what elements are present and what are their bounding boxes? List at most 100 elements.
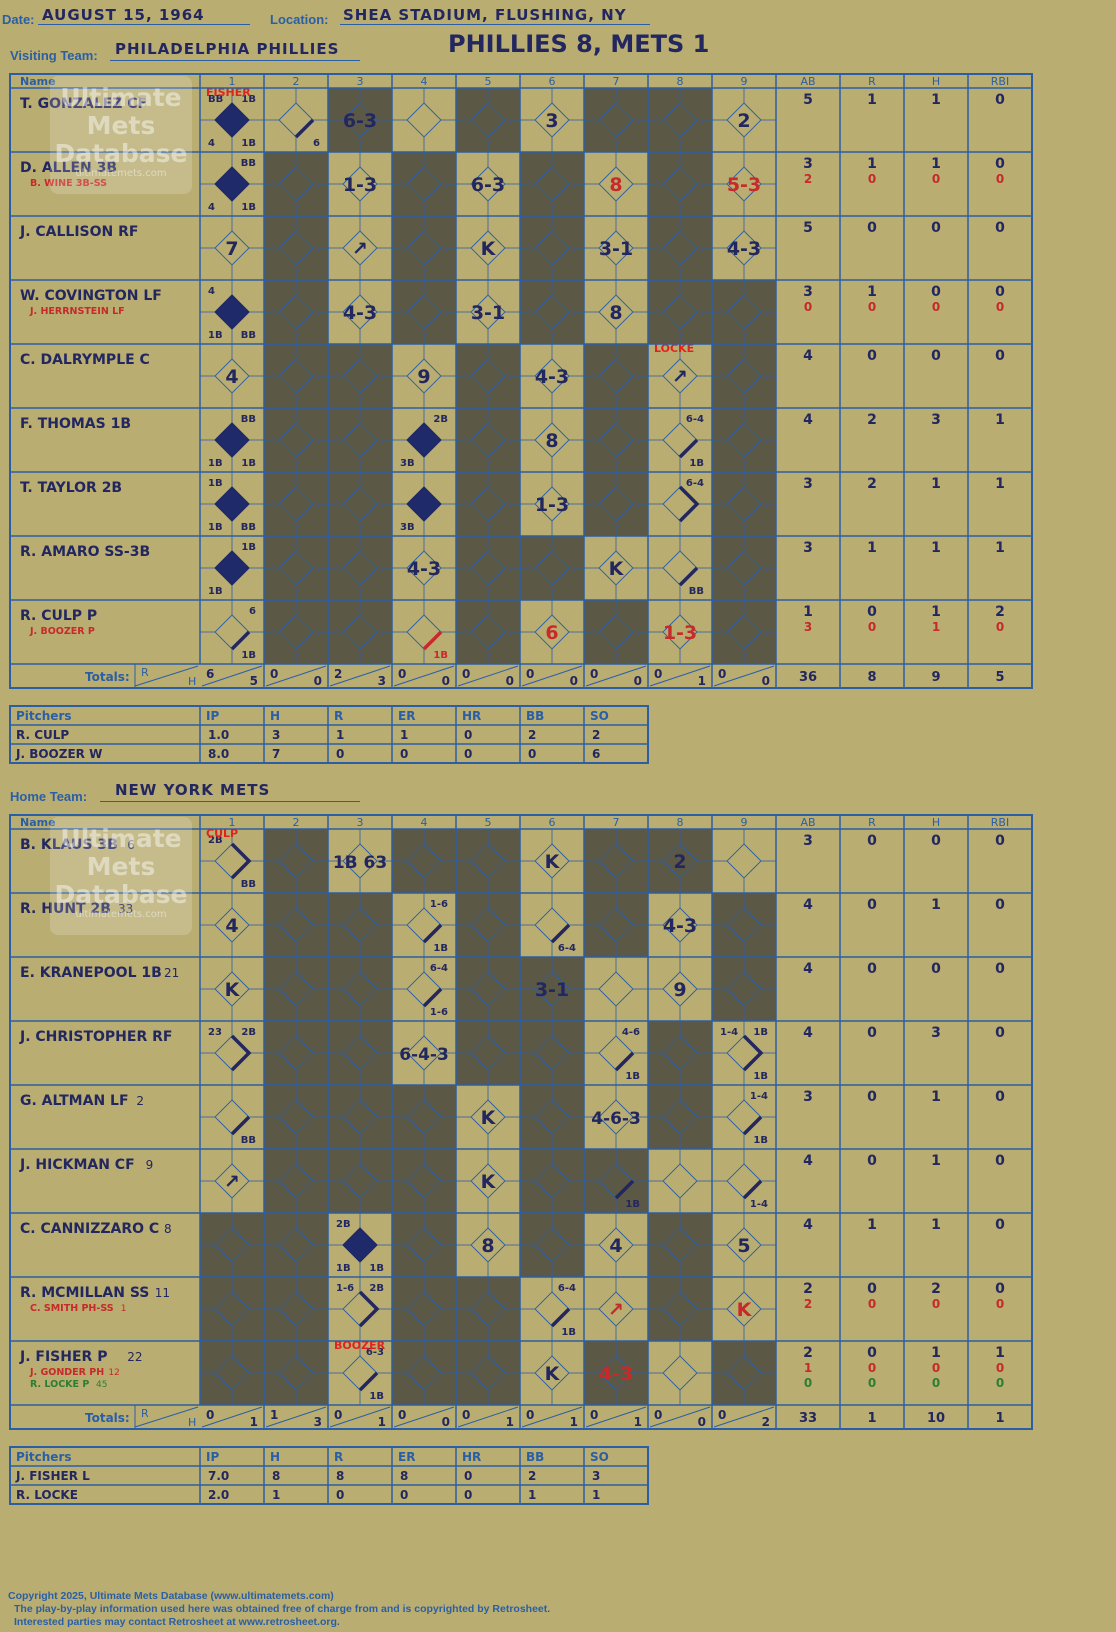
totals-divider	[713, 1406, 775, 1428]
footer-copyright: Copyright 2025, Ultimate Mets Database (…	[8, 1590, 334, 1602]
base-diamond	[342, 422, 378, 458]
play-result: 3-1	[599, 238, 633, 260]
base-diamond	[598, 422, 634, 458]
pitcher-name: R. LOCKE	[16, 1488, 78, 1502]
play-result: 6-3	[471, 174, 505, 196]
play-result: K	[545, 851, 561, 873]
base-diamond	[214, 971, 250, 1007]
totals-divider	[393, 1406, 455, 1428]
run-scored-diamond	[406, 486, 442, 522]
pitcher-stat: 0	[464, 1469, 472, 1483]
pitcher-column-header: SO	[590, 709, 609, 723]
play-annotation: BB	[241, 1135, 256, 1146]
totals-hits-label: H	[188, 1416, 196, 1429]
inning-runs: 0	[654, 1408, 662, 1422]
base-diamond	[342, 1163, 378, 1199]
batter-number: 21	[164, 966, 179, 980]
batter-stat: 2	[867, 412, 877, 428]
run-scored-diamond	[214, 294, 250, 330]
base-diamond	[598, 1099, 634, 1135]
total-stat: 9	[931, 670, 940, 685]
base-diamond	[342, 166, 378, 202]
totals-runs-label: R	[141, 666, 149, 679]
totals-hits-label: H	[188, 675, 196, 688]
base-diamond	[470, 1291, 506, 1327]
play-result: 4-3	[599, 1363, 633, 1385]
play-result: 4-3	[407, 558, 441, 580]
runner-path	[422, 987, 443, 1008]
play-annotation: 1B	[208, 330, 223, 341]
inning-header-8: 8	[677, 816, 684, 829]
batter-stat: 0	[995, 92, 1005, 108]
runner-path	[230, 1034, 252, 1072]
run-scored-diamond	[214, 166, 250, 202]
play-annotation: 1B	[208, 522, 223, 533]
base-diamond	[470, 230, 506, 266]
run-scored-diamond	[342, 1227, 378, 1263]
total-stat: 1	[995, 1411, 1004, 1426]
play-result: 8	[609, 174, 622, 196]
play-annotation: 1B	[241, 202, 256, 213]
batter-stat: 1	[867, 92, 877, 108]
base-diamond	[278, 907, 314, 943]
base-diamond	[278, 1099, 314, 1135]
base-diamond	[470, 422, 506, 458]
batter-name: F. THOMAS 1B	[20, 416, 131, 432]
pitcher-column-header: R	[334, 1450, 343, 1464]
base-diamond	[598, 486, 634, 522]
base-diamond	[598, 102, 634, 138]
base-diamond	[406, 843, 442, 879]
watermark-text: Database	[54, 880, 187, 909]
base-diamond	[278, 971, 314, 1007]
base-diamond	[406, 1163, 442, 1199]
inning-header-9: 9	[741, 816, 748, 829]
pitcher-column-header: ER	[398, 1450, 415, 1464]
base-diamond	[470, 294, 506, 330]
game-date: AUGUST 15, 1964	[42, 6, 205, 24]
play-result: ↗	[672, 366, 688, 388]
base-diamond	[726, 230, 762, 266]
batter-stat: 0	[996, 1361, 1004, 1375]
batter-stat: 1	[931, 156, 941, 172]
base-diamond	[342, 843, 378, 879]
base-diamond	[662, 1291, 698, 1327]
base-diamond	[406, 1099, 442, 1135]
batter-number: 33	[118, 902, 133, 916]
batter-stat: 1	[995, 1345, 1005, 1361]
base-diamond	[534, 358, 570, 394]
play-result: 2	[737, 110, 750, 132]
run-scored-diamond	[406, 422, 442, 458]
play-annotation: 6-4	[558, 1283, 576, 1294]
play-annotation: 1B	[561, 1327, 576, 1338]
base-diamond	[342, 1291, 378, 1327]
pitcher-stat: 3	[272, 728, 280, 742]
visiting-team-name: PHILADELPHIA PHILLIES	[115, 40, 340, 58]
batter-name: T. GONZALEZ CF	[20, 96, 147, 112]
batter-stat: 0	[867, 604, 877, 620]
batter-stat: 0	[804, 1376, 812, 1390]
pitcher-column-header: BB	[526, 1450, 544, 1464]
base-diamond	[726, 486, 762, 522]
batter-stat: 1	[867, 1217, 877, 1233]
pitcher-column-header: HR	[462, 709, 481, 723]
play-result: ↗	[608, 1299, 624, 1321]
pitcher-column-header: ER	[398, 709, 415, 723]
batter-stat: 0	[868, 1376, 876, 1390]
batter-stat: 0	[996, 172, 1004, 186]
batter-stat: 1	[931, 540, 941, 556]
runner-path	[742, 1034, 764, 1072]
batter-stat: 0	[995, 1153, 1005, 1169]
game-location: SHEA STADIUM, FLUSHING, NY	[343, 6, 627, 24]
totals-divider	[134, 665, 199, 687]
base-diamond	[534, 422, 570, 458]
runner-path	[550, 923, 571, 944]
pitcher-stat: 0	[400, 747, 408, 761]
inning-header-1: 1	[229, 816, 236, 829]
watermark-text: Mets	[87, 111, 156, 140]
batter-stat: 0	[931, 348, 941, 364]
pitcher-stat: 8	[272, 1469, 280, 1483]
base-diamond	[278, 1163, 314, 1199]
inning-header-9: 9	[741, 75, 748, 88]
pitcher-name: J. BOOZER W	[15, 747, 102, 761]
